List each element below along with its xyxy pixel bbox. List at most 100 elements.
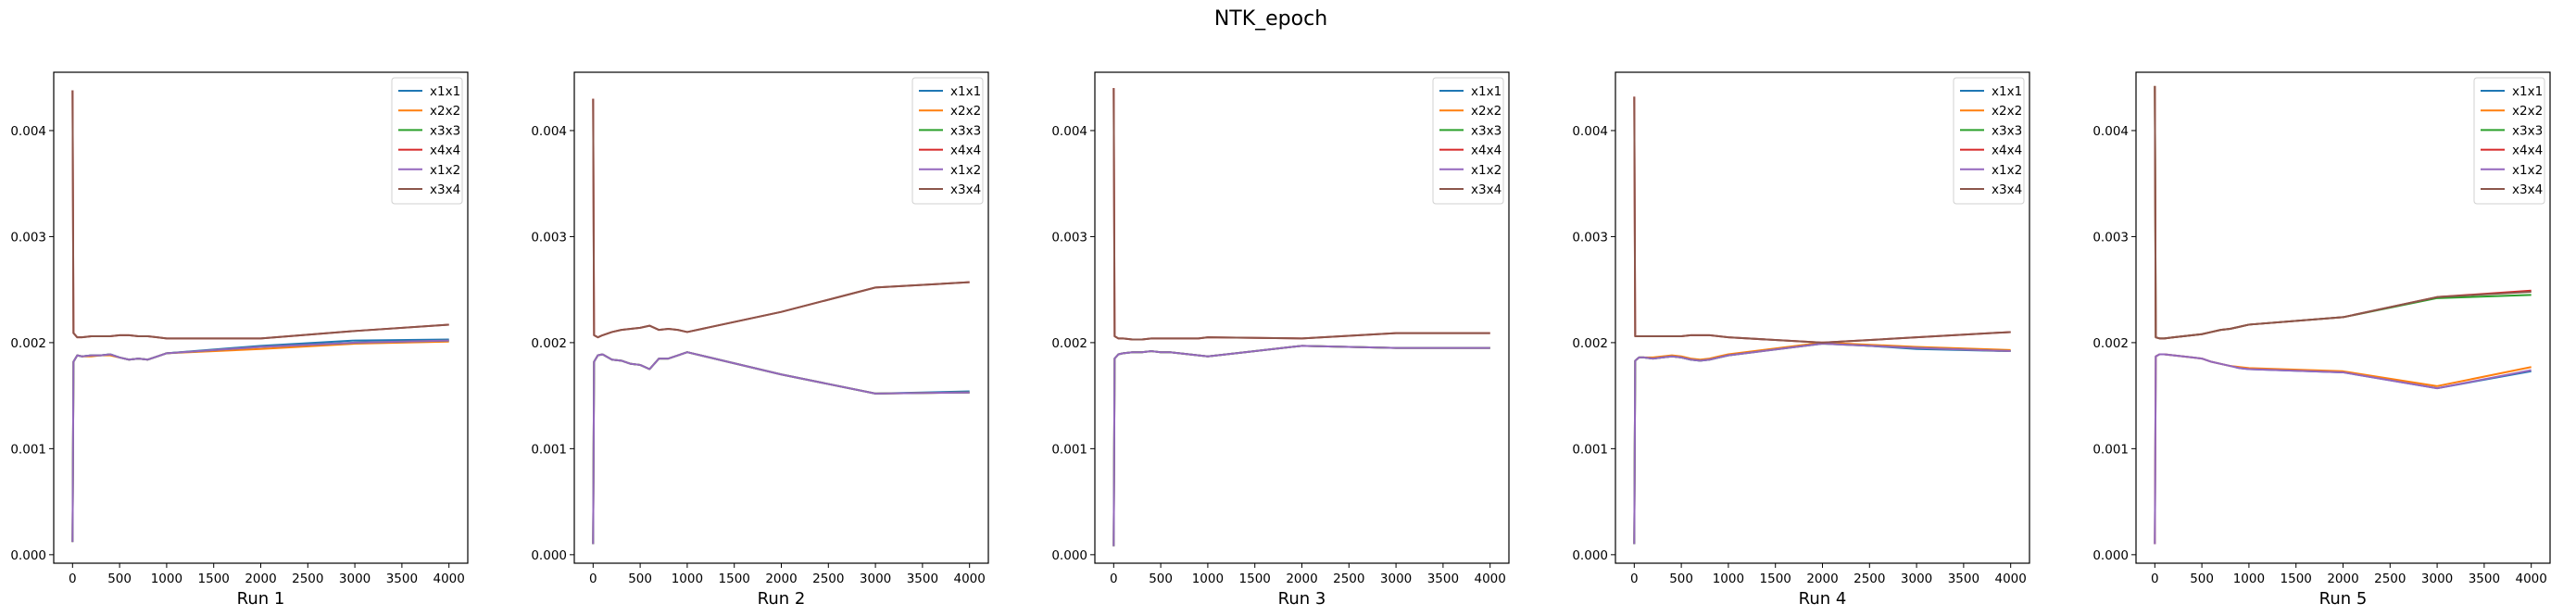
- series-lines: [1633, 96, 2011, 545]
- x-tick-label: 1000: [2233, 572, 2265, 586]
- subplot-run-4: 0 500 1000 1500 2000 2500 3000 3500 4000 0.000 0.0…: [1572, 71, 2030, 609]
- x-tick-label: 2500: [292, 572, 323, 586]
- legend-label-x3x3: x3x3: [950, 123, 981, 138]
- y-tick-label: 0.003: [1051, 230, 1087, 245]
- series-line-x1x2: [71, 339, 449, 543]
- x-tick-label: 2000: [1806, 572, 1838, 586]
- y-tick-label: 0.001: [1572, 442, 1608, 457]
- x-tick-label: 500: [1149, 572, 1173, 586]
- x-tick-label: 2500: [2374, 572, 2406, 586]
- legend-label-x2x2: x2x2: [1471, 104, 1502, 119]
- legend-label-x1x2: x1x2: [1992, 163, 2022, 178]
- legend-box: [1432, 77, 1504, 205]
- series-line-x1x2: [1633, 343, 2011, 545]
- series-line-x3x4: [1633, 96, 2011, 344]
- legend-label-x2x2: x2x2: [2512, 104, 2543, 119]
- legend-label-x1x2: x1x2: [430, 163, 460, 178]
- x-tick-label: 4000: [954, 572, 986, 586]
- y-tick-label: 0.000: [1572, 548, 1608, 563]
- x-tick-label: 1000: [1713, 572, 1744, 586]
- legend-label-x3x3: x3x3: [2512, 123, 2543, 138]
- x-tick-label: 2500: [1853, 572, 1885, 586]
- legend: x1x1 x2x2 x3x3 x4x4 x1x2 x3x4: [1432, 77, 1504, 205]
- subplot-run-1: 0 500 1000 1500 2000 2500 3000 3500 4000 0.000 0.0…: [10, 71, 469, 609]
- y-tick-label: 0.004: [531, 124, 567, 139]
- y-tick-label: 0.001: [10, 442, 46, 457]
- y-tick-label: 0.002: [2092, 336, 2129, 351]
- y-tick-label: 0.003: [10, 230, 46, 245]
- legend-label-x1x1: x1x1: [950, 84, 981, 99]
- x-tick-label: 4000: [434, 572, 465, 586]
- legend-label-x4x4: x4x4: [430, 144, 460, 158]
- y-tick-label: 0.001: [1051, 442, 1087, 457]
- legend-label-x2x2: x2x2: [1992, 104, 2022, 119]
- x-tick-label: 1000: [151, 572, 182, 586]
- legend-label-x3x3: x3x3: [1992, 123, 2022, 138]
- x-tick-label: 4000: [1995, 572, 2027, 586]
- legend-label-x3x4: x3x4: [2512, 182, 2543, 197]
- x-tick-label: 1500: [1239, 572, 1271, 586]
- legend-label-x4x4: x4x4: [950, 144, 981, 158]
- x-tick-label: 2500: [812, 572, 844, 586]
- x-tick-label: 4000: [2516, 572, 2547, 586]
- legend-box: [1953, 77, 2025, 205]
- y-tick-label: 0.000: [2092, 548, 2129, 563]
- legend-label-x3x3: x3x3: [430, 123, 460, 138]
- y-tick-label: 0.002: [531, 336, 567, 351]
- series-lines: [1112, 88, 1490, 547]
- series-line-x3x4: [592, 98, 970, 339]
- x-tick-label: 1500: [1760, 572, 1791, 586]
- y-tick-label: 0.000: [10, 548, 46, 563]
- x-tick-label: 500: [2190, 572, 2214, 586]
- x-tick-label: 0: [69, 572, 77, 586]
- x-tick-label: 1000: [672, 572, 703, 586]
- legend: x1x1 x2x2 x3x3 x4x4 x1x2 x3x4: [2473, 77, 2545, 205]
- subplot-grid: 0 500 1000 1500 2000 2500 3000 3500 4000 0.000 0.0…: [10, 71, 2551, 609]
- series-line-x1x2: [1112, 345, 1490, 547]
- legend-label-x1x2: x1x2: [1471, 163, 1502, 178]
- x-tick-label: 500: [628, 572, 652, 586]
- legend-label-x3x4: x3x4: [950, 182, 981, 197]
- figure-title: NTK_epoch: [1214, 7, 1327, 31]
- legend-label-x3x4: x3x4: [1471, 182, 1502, 197]
- x-tick-label: 3500: [2469, 572, 2500, 586]
- x-tick-label: 2000: [245, 572, 276, 586]
- y-tick-label: 0.004: [10, 124, 46, 139]
- x-axis-label: Run 1: [237, 589, 285, 609]
- series-lines: [592, 98, 970, 545]
- legend: x1x1 x2x2 x3x3 x4x4 x1x2 x3x4: [911, 77, 984, 205]
- legend-box: [391, 77, 463, 205]
- legend-label-x1x1: x1x1: [430, 84, 460, 99]
- legend-label-x1x2: x1x2: [2512, 163, 2543, 178]
- x-axis-label: Run 4: [1799, 589, 1847, 609]
- legend: x1x1 x2x2 x3x3 x4x4 x1x2 x3x4: [1953, 77, 2025, 205]
- x-tick-label: 3500: [386, 572, 418, 586]
- y-tick-label: 0.003: [2092, 230, 2129, 245]
- legend: x1x1 x2x2 x3x3 x4x4 x1x2 x3x4: [391, 77, 463, 205]
- y-tick-label: 0.003: [1572, 230, 1608, 245]
- x-axis-label: Run 5: [2319, 589, 2368, 609]
- subplot-run-3: 0 500 1000 1500 2000 2500 3000 3500 4000 0.000 0.0…: [1051, 71, 1510, 609]
- x-tick-label: 0: [1110, 572, 1118, 586]
- x-tick-label: 3000: [1380, 572, 1412, 586]
- legend-label-x1x1: x1x1: [1471, 84, 1502, 99]
- x-tick-label: 1500: [198, 572, 230, 586]
- series-lines: [71, 90, 449, 543]
- legend-box: [2473, 77, 2545, 205]
- series-line-x1x2: [592, 351, 970, 545]
- x-tick-label: 3000: [860, 572, 891, 586]
- x-tick-label: 4000: [1475, 572, 1506, 586]
- x-tick-label: 1500: [719, 572, 750, 586]
- y-tick-label: 0.002: [10, 336, 46, 351]
- x-tick-label: 2000: [2327, 572, 2358, 586]
- axes-frame: [1094, 71, 1510, 564]
- legend-label-x3x4: x3x4: [1992, 182, 2022, 197]
- y-tick-label: 0.003: [531, 230, 567, 245]
- axes-frame: [1615, 71, 2030, 564]
- legend-label-x1x2: x1x2: [950, 163, 981, 178]
- x-tick-label: 2500: [1333, 572, 1364, 586]
- subplot-run-2: 0 500 1000 1500 2000 2500 3000 3500 4000 0.000 0.0…: [531, 71, 989, 609]
- legend-label-x3x3: x3x3: [1471, 123, 1502, 138]
